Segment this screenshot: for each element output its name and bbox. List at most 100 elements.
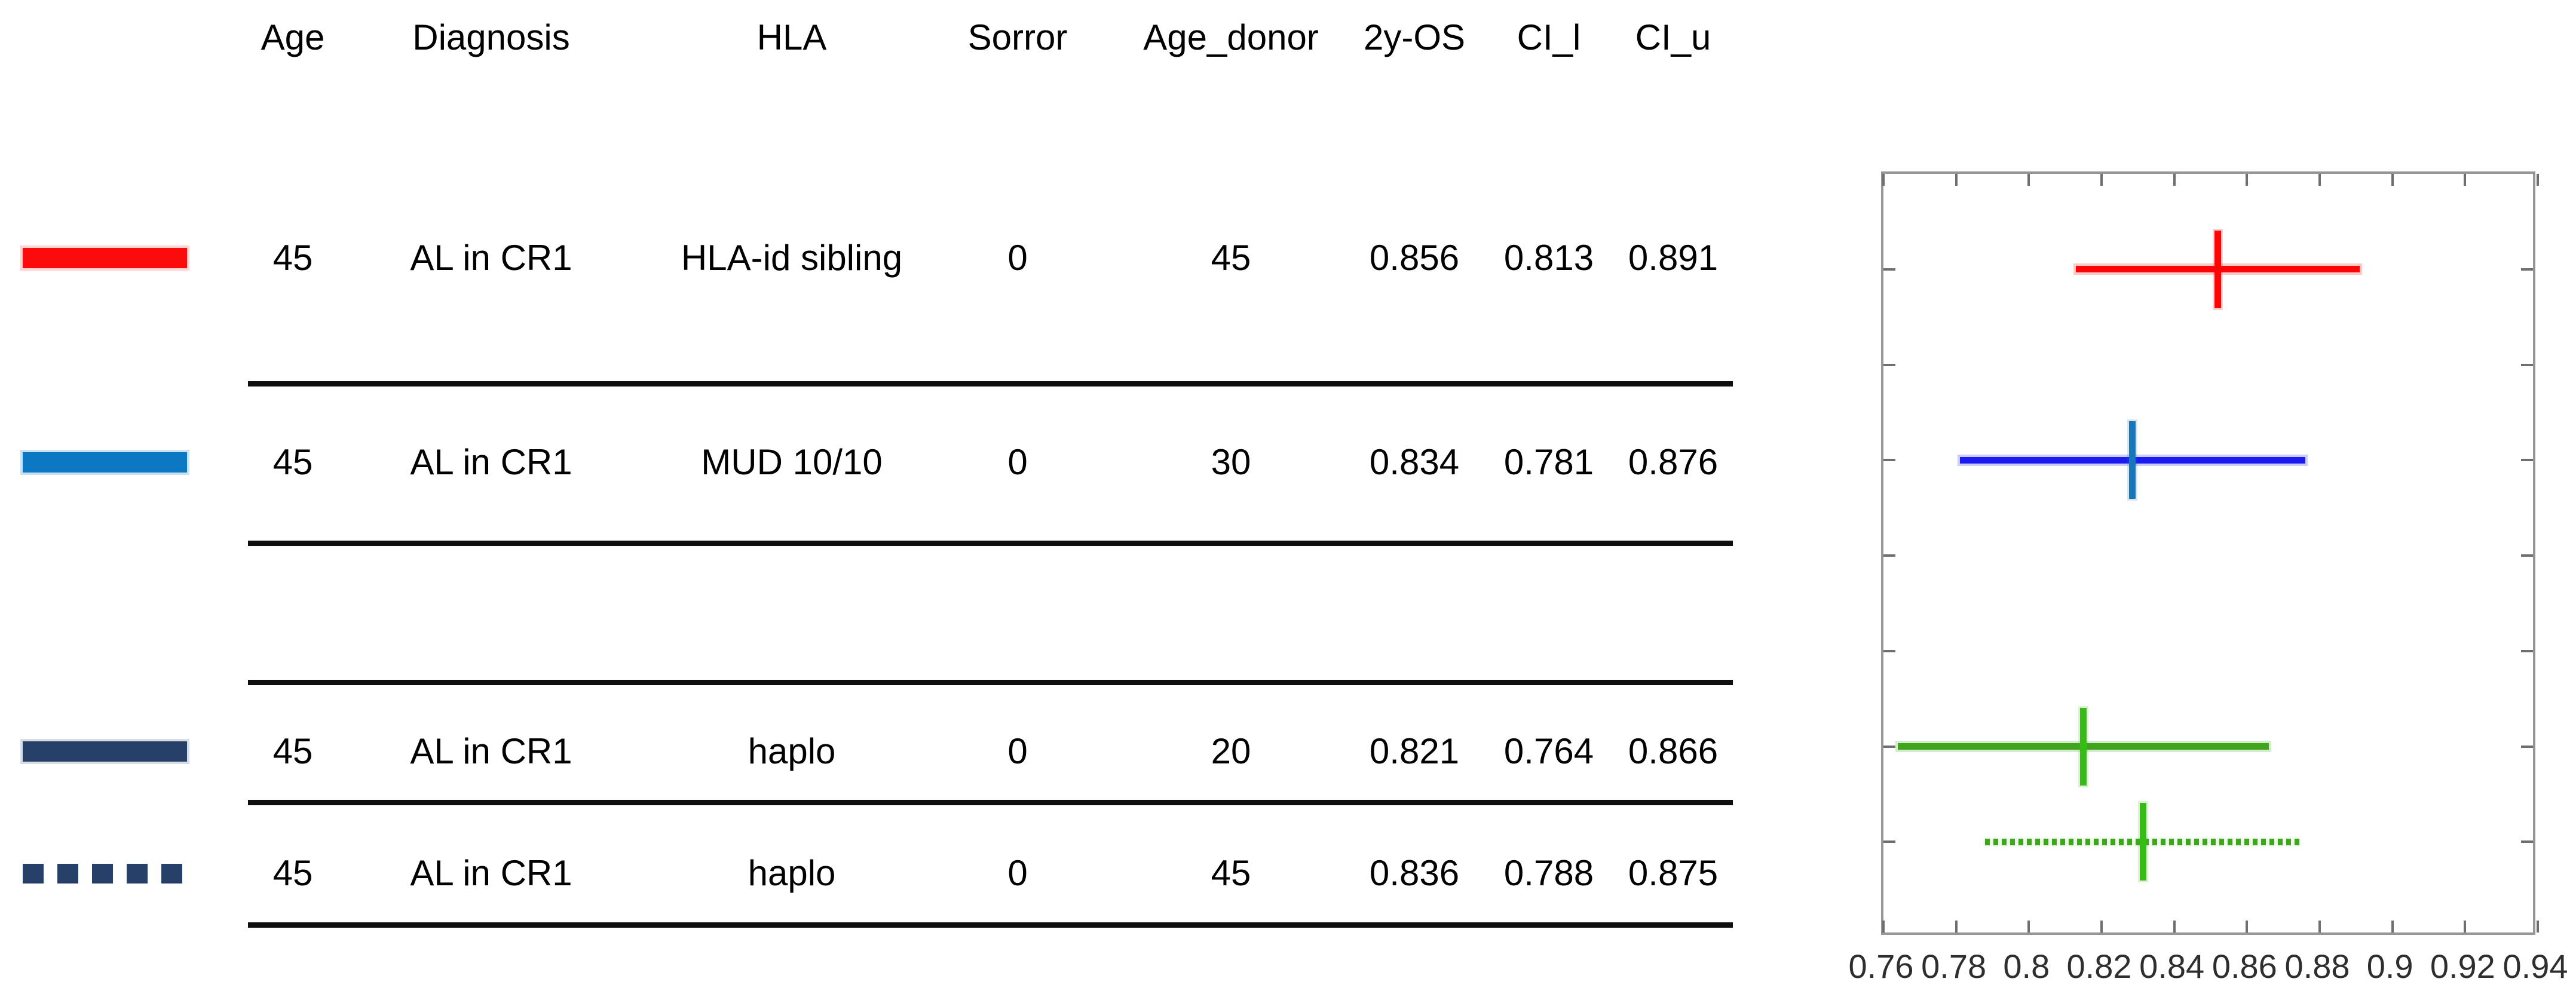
- table-row: 45 AL in CR1 MUD 10/10 0 30 0.834 0.781 …: [0, 435, 1769, 489]
- x-tick-top: [2246, 174, 2249, 186]
- x-tick-bottom: [2464, 921, 2467, 932]
- table-row: 45 AL in CR1 haplo 0 20 0.821 0.764 0.86…: [0, 725, 1769, 778]
- y-tick-left: [1883, 459, 1895, 462]
- cell-age-donor: 30: [1211, 442, 1251, 482]
- cell-diagnosis: AL in CR1: [410, 853, 572, 893]
- table-rule: [248, 541, 1733, 546]
- x-tick-bottom: [2246, 921, 2249, 932]
- cell-ci-lower: 0.788: [1503, 853, 1594, 893]
- cell-hla: HLA-id sibling: [681, 238, 903, 278]
- y-tick-right: [2521, 268, 2533, 271]
- x-tick-bottom: [2173, 921, 2176, 932]
- cell-age-donor: 45: [1211, 853, 1251, 893]
- y-tick-right: [2521, 459, 2533, 462]
- x-tick-label: 0.82: [2066, 947, 2132, 985]
- x-tick-bottom: [2537, 921, 2539, 932]
- cell-diagnosis: AL in CR1: [410, 238, 572, 278]
- cell-age: 45: [272, 238, 313, 278]
- cell-ci-lower: 0.813: [1503, 238, 1594, 278]
- cell-ci-upper: 0.875: [1628, 853, 1719, 893]
- ci-center-marker-haplo-donor-45-: [2140, 803, 2147, 881]
- cell-sorror: 0: [1007, 442, 1028, 482]
- x-tick-bottom: [2100, 921, 2103, 932]
- col-header-ci-lower: CI_l: [1517, 17, 1581, 57]
- cell-ci-upper: 0.891: [1628, 238, 1719, 278]
- cell-hla: haplo: [748, 853, 836, 893]
- y-tick-right: [2521, 363, 2533, 366]
- x-tick-label: 0.92: [2430, 947, 2495, 985]
- table-rule: [248, 381, 1733, 386]
- cell-2y-os: 0.836: [1369, 853, 1460, 893]
- y-tick-left: [1883, 268, 1895, 271]
- x-tick-top: [2391, 174, 2394, 186]
- x-tick-bottom: [2391, 921, 2394, 932]
- x-tick-label: 0.86: [2211, 947, 2277, 985]
- table-header-row: Age Diagnosis HLA Sorror Age_donor 2y-OS…: [0, 11, 1769, 65]
- x-tick-bottom: [1955, 921, 1958, 932]
- legend-navy-solid-line: [23, 741, 187, 762]
- x-tick-top: [2100, 174, 2103, 186]
- table-row: 45 AL in CR1 HLA-id sibling 0 45 0.856 0…: [0, 231, 1769, 285]
- x-tick-top: [1955, 174, 1958, 186]
- col-header-hla: HLA: [756, 17, 827, 57]
- legend-navy-dotted-line: [23, 864, 187, 884]
- table-rule: [248, 800, 1733, 805]
- cell-age: 45: [272, 442, 313, 482]
- ci-center-marker-mud-10-10: [2129, 421, 2136, 499]
- col-header-sorror: Sorror: [967, 17, 1068, 57]
- y-tick-left: [1883, 649, 1895, 652]
- cell-sorror: 0: [1007, 238, 1028, 278]
- x-tick-top: [2537, 174, 2539, 186]
- table-row: 45 AL in CR1 haplo 0 45 0.836 0.788 0.87…: [0, 846, 1769, 900]
- y-tick-right: [2521, 745, 2533, 748]
- y-tick-left: [1883, 745, 1895, 748]
- x-tick-bottom: [2027, 921, 2030, 932]
- cell-diagnosis: AL in CR1: [410, 442, 572, 482]
- cell-2y-os: 0.821: [1369, 731, 1460, 771]
- cell-hla: haplo: [748, 731, 836, 771]
- y-tick-right: [2521, 840, 2533, 843]
- cell-age-donor: 45: [1211, 238, 1251, 278]
- col-header-2y-os: 2y-OS: [1363, 17, 1466, 57]
- table-rule: [248, 922, 1733, 928]
- x-tick-bottom: [2318, 921, 2321, 932]
- y-tick-left: [1883, 363, 1895, 366]
- ci-center-marker-hla-id-sibling: [2214, 230, 2222, 308]
- x-tick-label: 0.9: [2366, 947, 2413, 985]
- table-rule: [248, 680, 1733, 685]
- y-tick-left: [1883, 554, 1895, 557]
- forest-plot-axes: [1881, 171, 2539, 935]
- y-tick-left: [1883, 840, 1895, 843]
- x-tick-top: [2173, 174, 2176, 186]
- cell-ci-upper: 0.866: [1628, 731, 1719, 771]
- x-tick-bottom: [1882, 921, 1885, 932]
- cell-diagnosis: AL in CR1: [410, 731, 572, 771]
- y-tick-right: [2521, 649, 2533, 652]
- cell-ci-lower: 0.764: [1503, 731, 1594, 771]
- cell-age-donor: 20: [1211, 731, 1251, 771]
- x-tick-label: 0.84: [2139, 947, 2205, 985]
- col-header-diagnosis: Diagnosis: [412, 17, 570, 57]
- x-tick-label: 0.88: [2284, 947, 2350, 985]
- cell-2y-os: 0.834: [1369, 442, 1460, 482]
- x-tick-top: [2464, 174, 2467, 186]
- x-tick-label: 0.8: [2003, 947, 2050, 985]
- col-header-ci-upper: CI_u: [1635, 17, 1711, 57]
- col-header-age: Age: [261, 17, 325, 57]
- y-tick-right: [2521, 554, 2533, 557]
- cell-sorror: 0: [1007, 731, 1028, 771]
- legend-red-solid-line: [23, 248, 187, 268]
- cell-ci-upper: 0.876: [1628, 442, 1719, 482]
- x-tick-top: [2318, 174, 2321, 186]
- cell-ci-lower: 0.781: [1503, 442, 1594, 482]
- cell-2y-os: 0.856: [1369, 238, 1460, 278]
- col-header-age-donor: Age_donor: [1143, 17, 1319, 57]
- x-tick-label: 0.76: [1848, 947, 1914, 985]
- x-tick-top: [1882, 174, 1885, 186]
- cell-sorror: 0: [1007, 853, 1028, 893]
- cell-age: 45: [272, 853, 313, 893]
- x-tick-label: 0.94: [2503, 947, 2568, 985]
- x-tick-label: 0.78: [1921, 947, 1987, 985]
- x-tick-top: [2027, 174, 2030, 186]
